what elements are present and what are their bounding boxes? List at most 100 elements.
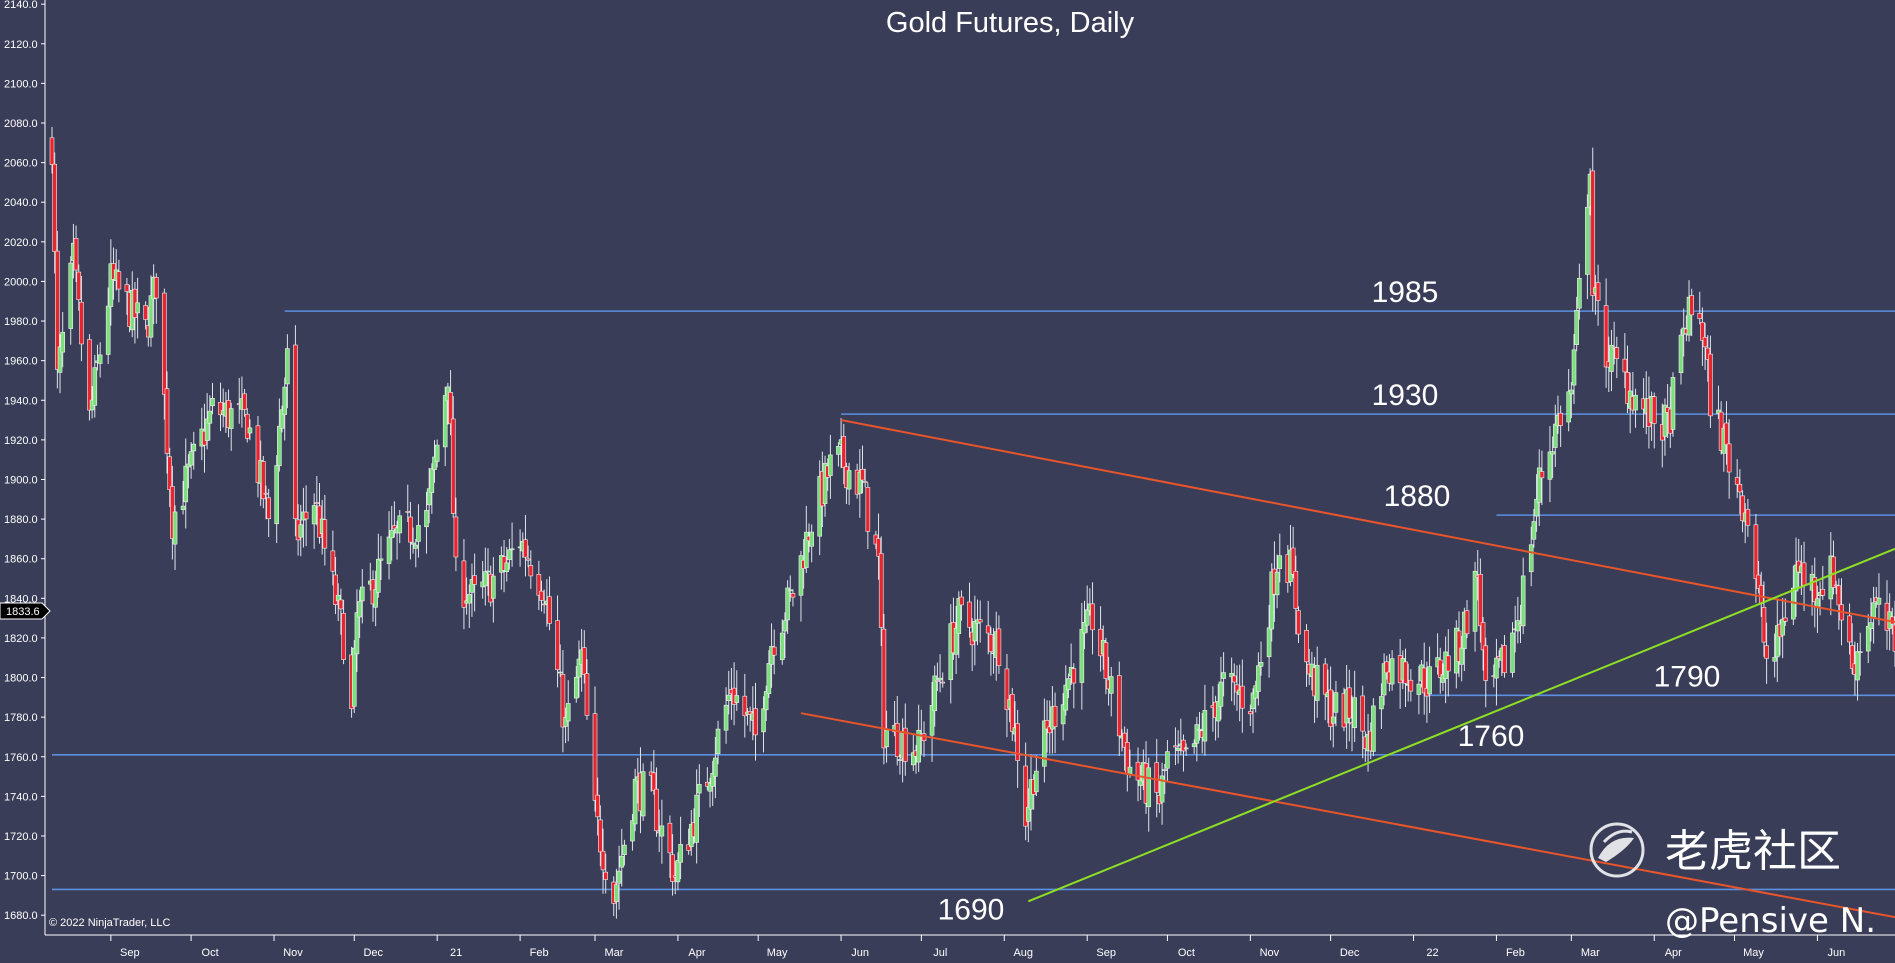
candle-body: [73, 238, 79, 271]
candle-body: [49, 137, 55, 165]
candle-body: [1480, 622, 1486, 651]
candle-body: [1066, 678, 1071, 691]
candle-body: [207, 410, 213, 424]
candle-body: [694, 794, 699, 843]
candle-body: [1876, 597, 1882, 605]
level-label-1690: 1690: [938, 893, 1005, 926]
level-labels: 1985 1930 1880 1790 1760 1690: [938, 276, 1721, 926]
x-tick-label: Apr: [1665, 947, 1682, 959]
candle-body: [1274, 571, 1280, 596]
candle-body: [1651, 396, 1657, 424]
candle-body: [1165, 751, 1170, 769]
candle-body: [322, 519, 328, 549]
y-tick-label: 1840.0: [4, 593, 38, 605]
candle-body: [798, 555, 804, 596]
candle-body: [261, 461, 266, 500]
candle-body: [576, 658, 582, 678]
candle-body: [1472, 570, 1478, 632]
candle-body: [651, 772, 657, 791]
candle-body: [632, 778, 638, 825]
candle-body: [1250, 692, 1256, 710]
candle-body: [782, 620, 788, 632]
candle-body: [410, 542, 416, 545]
candle-body: [713, 757, 718, 777]
candle-body: [1194, 724, 1200, 744]
candle-body: [1536, 467, 1542, 503]
candle-body: [1229, 672, 1234, 678]
candle-body: [940, 681, 946, 684]
candle-body: [1146, 767, 1152, 808]
watermark-brand: 老虎社区: [1665, 826, 1841, 877]
candle-body: [186, 463, 191, 468]
candle-body: [1590, 170, 1596, 296]
candle-body: [450, 418, 456, 514]
candle-body: [1347, 687, 1352, 719]
candle-body: [389, 530, 395, 539]
candle-body: [143, 305, 148, 320]
candle-body: [218, 402, 223, 416]
x-tick-label: 21: [450, 947, 462, 959]
candle-body: [595, 794, 600, 818]
y-tick-label: 1740.0: [4, 791, 38, 803]
chart-title: Gold Futures, Daily: [886, 7, 1135, 39]
candle-body: [164, 388, 170, 454]
candle-body: [1702, 336, 1708, 348]
candle-body: [1793, 564, 1799, 592]
candle-body: [1162, 769, 1168, 771]
candle-body: [461, 560, 467, 608]
y-tick-label: 1720.0: [4, 831, 38, 843]
candle-body: [787, 589, 793, 592]
candle-body: [1159, 775, 1165, 803]
candle-body: [1296, 610, 1301, 635]
candle-body: [1868, 622, 1874, 629]
candle-body: [148, 295, 154, 338]
candle-body: [523, 539, 528, 558]
candle-body: [485, 570, 491, 573]
candle-body: [972, 621, 978, 642]
candle-body: [1381, 663, 1387, 696]
candle-body: [1352, 697, 1357, 728]
candle-body: [1421, 667, 1427, 694]
candle-body: [76, 271, 82, 301]
candle-body: [929, 705, 935, 736]
candle-body: [1574, 310, 1579, 345]
candle-body: [376, 558, 381, 593]
candle-body: [988, 634, 994, 652]
candle-body: [279, 409, 285, 429]
candle-body: [509, 548, 515, 551]
candle-body: [255, 425, 261, 483]
candle-body: [1520, 575, 1526, 627]
candle-body: [1127, 766, 1133, 775]
candle-body: [560, 674, 566, 728]
candle-body: [1483, 645, 1489, 681]
candle-body: [822, 462, 828, 504]
candle-body: [1221, 672, 1226, 679]
candle-body: [154, 276, 159, 299]
chart-credit: © 2022 NinjaTrader, LLC: [49, 917, 170, 929]
candle-body: [442, 395, 448, 448]
candle-body: [1812, 577, 1818, 603]
candle-body: [1047, 726, 1053, 734]
candle-body: [857, 471, 863, 494]
candle-body: [373, 589, 378, 608]
candle-body: [598, 819, 603, 853]
candle-body: [1764, 645, 1769, 659]
candle-body: [785, 587, 790, 621]
trendline-1: [840, 419, 1895, 624]
candle-body: [1202, 710, 1208, 742]
candle-body: [507, 549, 512, 560]
candle-body: [1515, 620, 1521, 632]
candle-body: [392, 525, 397, 530]
candle-body: [897, 759, 903, 761]
candle-body: [432, 456, 437, 470]
candle-body: [1801, 562, 1807, 586]
candle-body: [466, 594, 472, 604]
candle-body: [183, 465, 189, 503]
candle-body: [1103, 642, 1109, 679]
candle-body: [1633, 394, 1638, 411]
y-tick-label: 2060.0: [4, 158, 38, 170]
candle-body: [426, 488, 432, 506]
candle-body: [338, 599, 344, 610]
candle-body: [405, 511, 411, 513]
